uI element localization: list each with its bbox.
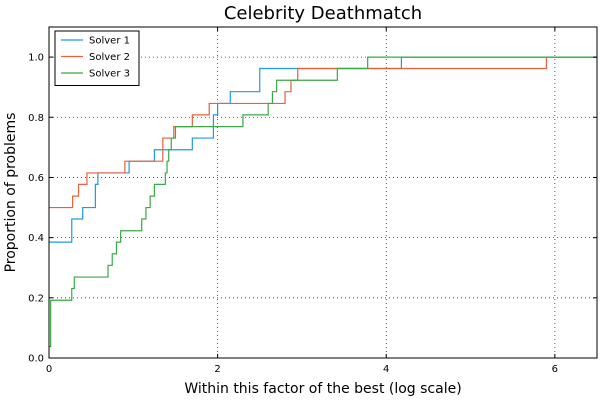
x-tick-label: 4 — [383, 364, 389, 375]
legend-label-3: Solver 3 — [89, 69, 130, 80]
y-tick-label: 0.4 — [28, 233, 44, 244]
y-tick-label: 1.0 — [28, 53, 44, 64]
x-tick-label: 0 — [46, 364, 52, 375]
x-axis-label: Within this factor of the best (log scal… — [184, 381, 461, 397]
y-tick-label: 0.2 — [28, 293, 44, 304]
y-tick-label: 0.6 — [28, 173, 44, 184]
axis-ticks: 0 2 4 6 0.0 0.2 0.4 0.6 0.8 1.0 — [28, 27, 597, 375]
legend-label-1: Solver 1 — [89, 36, 130, 47]
legend-label-2: Solver 2 — [89, 52, 130, 63]
plot-frame — [48, 26, 598, 359]
y-tick-label: 0.8 — [28, 113, 44, 124]
chart-title: Celebrity Deathmatch — [224, 3, 422, 24]
y-tick-label: 0.0 — [28, 354, 44, 365]
series-line-1 — [49, 56, 597, 243]
legend: Solver 1 Solver 2 Solver 3 — [54, 30, 140, 86]
x-tick-label: 6 — [552, 364, 558, 375]
series-layer — [49, 56, 597, 348]
series-line-3 — [49, 56, 597, 348]
y-axis-label: Proportion of problems — [3, 113, 19, 273]
x-tick-label: 2 — [214, 364, 220, 375]
